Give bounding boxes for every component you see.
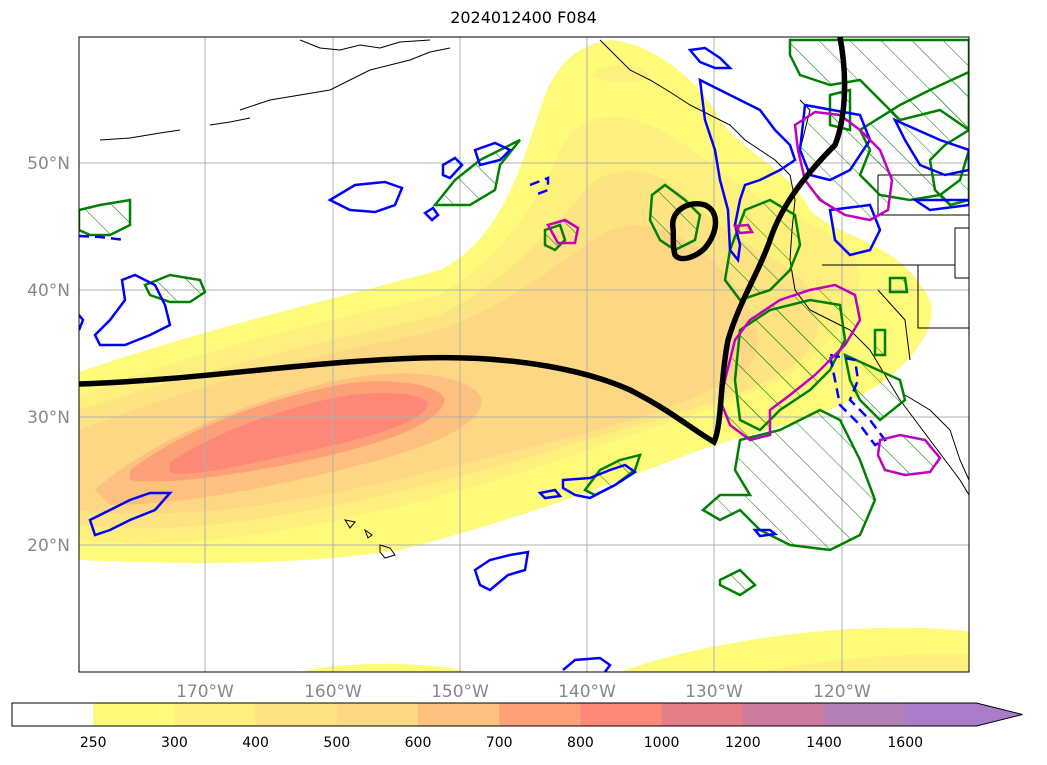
colorbar-segment (255, 703, 338, 726)
colorbar-tick-label: 300 (161, 735, 188, 751)
map-frame (78, 36, 970, 673)
lat-label: 20°N (27, 536, 70, 556)
colorbar-segment (661, 703, 744, 726)
colorbar-segment (336, 703, 419, 726)
lat-label: 50°N (27, 154, 70, 174)
longitude-labels: 170°W 160°W 150°W 140°W 130°W 120°W (176, 682, 871, 702)
ivt-fill-south-250b (300, 663, 470, 672)
colorbar-tick-label: 1000 (644, 735, 680, 751)
colorbar-tick-label: 250 (80, 735, 107, 751)
lat-label: 40°N (27, 281, 70, 301)
map-layers (79, 37, 969, 672)
height-contours (79, 37, 848, 446)
colorbar-tick-label: 700 (486, 735, 513, 751)
colorbar-segment (12, 703, 94, 726)
colorbar-segment (905, 703, 1023, 726)
ivt-fill-800 (170, 393, 428, 474)
lon-label: 120°W (813, 682, 871, 702)
lon-label: 170°W (176, 682, 234, 702)
colorbar-segment (580, 703, 663, 726)
ivt-fill-coast (590, 64, 650, 83)
colorbar-segment (499, 703, 581, 726)
colorbar-segment (824, 703, 906, 726)
lon-label: 130°W (685, 682, 743, 702)
colorbar-segment (742, 703, 825, 726)
colorbar-tick-label: 1200 (725, 735, 761, 751)
colorbar-tick-label: 800 (567, 735, 594, 751)
colorbar-tick-label: 1600 (887, 735, 923, 751)
colorbar-segment (93, 703, 175, 726)
lon-label: 150°W (431, 682, 489, 702)
ivt-fill-south-300 (760, 654, 969, 672)
magenta-contours (546, 110, 942, 477)
colorbar-tick-label: 1400 (806, 735, 842, 751)
lon-label: 140°W (558, 682, 616, 702)
blue-contours (79, 46, 969, 672)
colorbar-outline (11, 702, 1023, 727)
colorbar-segment (418, 703, 500, 726)
colorbar-segment (174, 703, 257, 726)
map-title: 2024012400 F084 (450, 8, 597, 27)
colorbar-tick-label: 500 (323, 735, 350, 751)
colorbar-tick-label: 400 (242, 735, 269, 751)
lat-label: 30°N (27, 408, 70, 428)
latitude-labels: 50°N 40°N 30°N 20°N (27, 154, 70, 556)
colorbar-tick-label: 600 (405, 735, 432, 751)
colorbar: 250 300 400 500 600 700 800 1000 1200 1400 1600 (11, 702, 1023, 751)
lon-label: 160°W (304, 682, 362, 702)
